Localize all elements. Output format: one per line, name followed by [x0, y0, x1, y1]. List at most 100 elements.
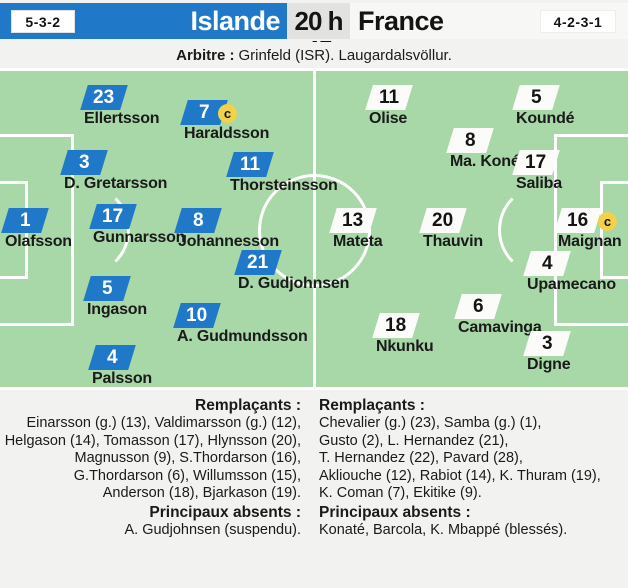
player-number-badge: 20: [419, 208, 467, 233]
captain-armband-icon: c: [598, 212, 617, 231]
captain-armband-icon: c: [218, 104, 237, 123]
player-badge-wrap: 17: [89, 204, 185, 229]
bench-section: Remplaçants : Einarsson (g.) (13), Valdim…: [0, 392, 628, 588]
player-marker: 3 D. Gretarsson: [60, 150, 168, 193]
substitutes-line: G.Thordarson (6), Willumsson (15),: [73, 467, 301, 484]
player-name: Ingason: [87, 301, 147, 318]
player-marker: 23 Ellertsson: [80, 85, 160, 128]
away-bench-column: Remplaçants : Chevalier (g.) (23), Samba …: [317, 396, 623, 539]
player-badge-wrap: 23: [80, 85, 159, 110]
player-badge-wrap: 5: [512, 85, 574, 110]
substitutes-line: Helgason (14), Tomasson (17), Hlynsson (…: [4, 432, 301, 449]
match-header: 5-3-2 Islande 20 h 45 France 4-2-3-1: [0, 0, 628, 65]
player-number-badge: 10: [173, 303, 221, 328]
player-name: Upamecano: [527, 276, 616, 293]
player-number-badge: 1: [1, 208, 49, 233]
player-name: Olafsson: [5, 233, 72, 250]
player-badge-wrap: 3: [523, 331, 571, 356]
player-name: Ellertsson: [84, 110, 160, 127]
player-name: Olise: [369, 110, 408, 127]
player-marker: 17 Gunnarsson: [89, 204, 186, 247]
player-badge-wrap: 21: [234, 250, 349, 275]
player-name: Mateta: [333, 233, 383, 250]
home-formation-badge: 5-3-2: [11, 10, 75, 33]
goal-box-right: [600, 181, 628, 279]
substitutes-line: Anderson (18), Bjarkason (19).: [102, 485, 301, 501]
player-number-badge: 3: [523, 331, 571, 356]
player-name: Gunnarsson: [93, 229, 186, 246]
player-badge-wrap: 10: [173, 303, 308, 328]
player-number-badge: 17: [512, 150, 560, 175]
player-badge-wrap: 11: [365, 85, 413, 110]
player-badge-wrap: 20: [419, 208, 483, 233]
substitutes-line: Einarsson (g.) (13), Valdimarsson (g.) (…: [26, 415, 301, 431]
player-marker: 8 Johannesson: [174, 208, 279, 251]
player-number-badge: 4: [523, 251, 571, 276]
player-marker: 4 Upamecano: [523, 251, 616, 294]
penalty-box-left: [0, 134, 74, 326]
player-name: D. Gudjohnsen: [238, 275, 350, 292]
player-name: Palsson: [92, 370, 152, 387]
player-marker: 10 A. Gudmundsson: [173, 303, 308, 346]
player-number-badge: 6: [454, 294, 502, 319]
player-name: Nkunku: [376, 338, 434, 355]
player-number-badge: 11: [365, 85, 413, 110]
player-badge-wrap: 13: [329, 208, 382, 233]
player-number-badge: 5: [83, 276, 131, 301]
player-marker: 8 Ma. Koné: [446, 128, 520, 171]
player-marker: 21 D. Gudjohnsen: [234, 250, 350, 293]
player-number-badge: 18: [372, 313, 420, 338]
pitch: 23 Ellertsson 7 c Haraldsson 3 D. Gretarsson 11…: [0, 68, 628, 390]
substitutes-heading: Remplaçants :: [195, 397, 301, 414]
player-name: Saliba: [516, 175, 562, 192]
player-marker: 11 Thorsteinsson: [226, 152, 338, 195]
player-name: D. Gretarsson: [64, 175, 168, 192]
penalty-arc-right: [498, 184, 554, 276]
player-badge-wrap: 17: [512, 150, 562, 175]
home-team-name: Islande: [190, 6, 280, 36]
substitutes-line: Magnusson (9), S.Thordarson (16),: [74, 450, 301, 466]
player-marker: 5 Ingason: [83, 276, 147, 319]
player-number-badge: 5: [512, 85, 560, 110]
absentees-line: A. Gudjohnsen (suspendu).: [124, 521, 301, 538]
player-name: Koundé: [516, 110, 575, 127]
player-badge-wrap: 11: [226, 152, 338, 177]
player-name: A. Gudmundsson: [177, 328, 308, 345]
player-marker: 4 Palsson: [88, 345, 152, 388]
player-number-badge: 17: [89, 204, 137, 229]
player-marker: 1 Olafsson: [1, 208, 72, 251]
player-badge-wrap: 8: [174, 208, 279, 233]
referee-venue-text: Grinfeld (ISR). Laugardalsvöllur.: [238, 46, 452, 64]
substitutes-line: Gusto (2), L. Hernandez (21),: [319, 432, 509, 449]
away-team-name: France: [358, 6, 444, 36]
substitutes-line: T. Hernandez (22), Pavard (28),: [319, 450, 523, 466]
substitutes-line: K. Coman (7), Ekitike (9).: [319, 485, 482, 501]
player-name: Haraldsson: [184, 125, 270, 142]
player-name: Thorsteinsson: [230, 177, 338, 194]
player-number-badge: 3: [60, 150, 108, 175]
absentees-heading: Principaux absents :: [319, 503, 471, 521]
player-badge-wrap: 5: [83, 276, 147, 301]
player-number-badge: 11: [226, 152, 274, 177]
player-marker: 7 c Haraldsson: [180, 100, 270, 143]
player-marker: 11 Olise: [365, 85, 413, 128]
player-number-badge: 8: [174, 208, 222, 233]
player-number-badge: 4: [88, 345, 136, 370]
player-badge-wrap: 8: [446, 128, 520, 153]
away-formation-badge: 4-2-3-1: [540, 10, 616, 33]
player-badge-wrap: 3: [60, 150, 167, 175]
referee-venue-line: Arbitre : Grinfeld (ISR). Laugardalsvöll…: [0, 42, 628, 68]
referee-label: Arbitre :: [176, 46, 235, 64]
substitutes-line: Akliouche (12), Rabiot (14), K. Thuram (…: [319, 467, 601, 484]
player-marker: 17 Saliba: [512, 150, 562, 193]
player-marker: 13 Mateta: [329, 208, 383, 251]
home-bench-column: Remplaçants : Einarsson (g.) (13), Valdim…: [3, 396, 309, 539]
player-marker: 18 Nkunku: [372, 313, 434, 356]
player-marker: 6 Camavinga: [454, 294, 542, 337]
player-name: Johannesson: [178, 233, 279, 250]
player-marker: 5 Koundé: [512, 85, 575, 128]
player-name: Thauvin: [423, 233, 483, 250]
substitutes-heading: Remplaçants :: [319, 397, 425, 414]
player-badge-wrap: 1: [1, 208, 72, 233]
